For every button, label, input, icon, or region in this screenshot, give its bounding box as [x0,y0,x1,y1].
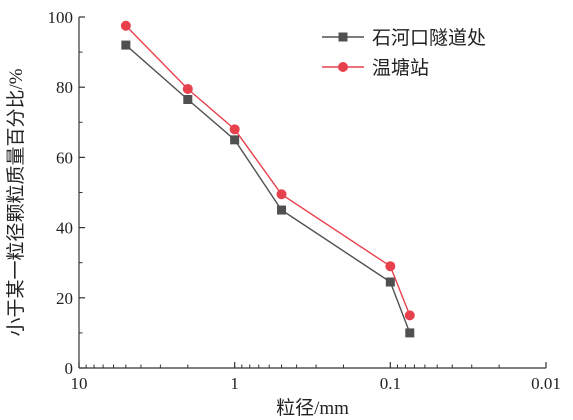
series-line [125,44,411,334]
y-tick-label: 80 [56,78,73,97]
legend-label: 石河口隧道处 [372,27,486,49]
data-point-circle [182,83,193,94]
series-line [125,25,411,316]
data-point-circle [404,310,415,321]
data-point-square [385,277,395,287]
series-layer [120,20,415,338]
x-tick-label: 0.1 [380,374,401,393]
data-point-square [183,94,193,104]
x-axis-title: 粒径/mm [276,397,349,419]
data-point-square [405,328,415,338]
y-tick-label: 100 [48,8,74,27]
series-1 [121,40,415,338]
x-tick-label: 10 [71,374,88,393]
y-tick-label: 0 [65,359,74,378]
data-point-square [277,205,287,215]
y-axis-title: 小于某一粒径颗粒质量百分比/% [5,68,27,336]
axes: 0 20 40 60 80 100 10 1 0.1 0.01 [48,8,561,393]
legend-label: 温塘站 [372,57,429,79]
data-point-square [230,135,240,145]
y-tick-label: 20 [56,289,73,308]
series-2 [120,20,415,321]
data-point-square [121,40,131,50]
data-point-circle [385,261,396,272]
y-tick-label: 40 [56,219,73,238]
data-point-circle [276,189,287,200]
y-tick-label: 60 [56,148,73,167]
data-point-circle [229,124,240,135]
legend-marker-square [338,32,348,42]
data-point-circle [120,20,131,31]
legend-marker-circle [338,62,348,72]
x-tick-label: 0.01 [531,374,561,393]
x-tick-label: 1 [230,374,239,393]
